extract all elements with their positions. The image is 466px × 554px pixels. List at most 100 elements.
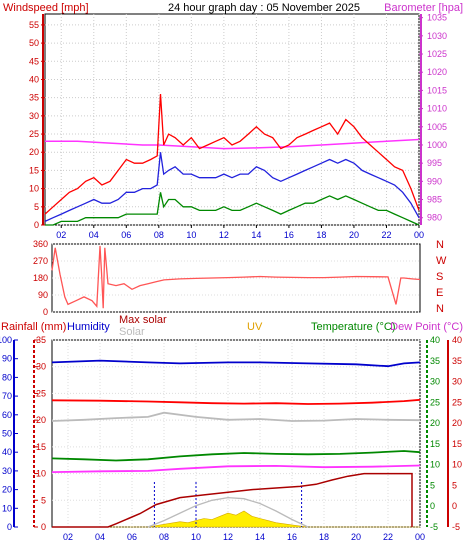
wind-right-tick-label: 1010: [427, 104, 447, 114]
wind-left-tick-label: 40: [29, 74, 39, 84]
wind-x-tick-label: 20: [349, 230, 359, 240]
wind-left-tick-label: 45: [29, 56, 39, 66]
direction-axis: 360 270 180 90 0: [33, 239, 48, 317]
rainfall-line: [52, 472, 413, 528]
temp-tick-label: 40: [430, 335, 440, 345]
direction-tick-label: 180: [33, 273, 48, 283]
temp-x-tick-label: 14: [255, 532, 265, 542]
compass-label: W: [436, 255, 447, 267]
direction-tick-label: 270: [33, 256, 48, 266]
direction-tick-label: 0: [43, 307, 48, 317]
uv-label: UV: [247, 321, 263, 333]
humidity-tick-label: 30: [2, 466, 12, 476]
wind-right-tick-label: 1035: [427, 13, 447, 23]
dewpoint-axis-title: Dew Point (°C): [390, 321, 463, 333]
dewpoint-tick-label: 25: [452, 397, 462, 407]
wind-right-tick-label: 985: [427, 195, 442, 205]
wind-left-tick-label: 55: [29, 20, 39, 30]
compass-label: S: [436, 271, 443, 283]
temperature-line: [51, 450, 421, 462]
wind-min-line: [45, 192, 420, 226]
humidity-axis-title: Humidity: [67, 321, 110, 333]
temp-tick-label: 10: [430, 460, 440, 470]
rain-tick-label: 20: [36, 415, 46, 425]
temp-tick-label: 30: [430, 377, 440, 387]
temp-panel: 010203040506070809010005101520253035-5-5…: [0, 335, 462, 542]
temp-plot-area: [51, 339, 421, 528]
wind-left-axis: 0 5 10 15 20 25 30 35 40 45 50 55: [29, 14, 45, 230]
humidity-tick-label: 60: [2, 410, 12, 420]
wind-right-tick-label: 1020: [427, 67, 447, 77]
rain-tick-label: 15: [36, 442, 46, 452]
dewpoint-tick-label: 10: [452, 460, 462, 470]
temp-axes: 010203040506070809010005101520253035-5-5…: [0, 335, 462, 532]
wind-left-tick-label: 5: [34, 202, 39, 212]
wind-x-tick-label: 02: [56, 230, 66, 240]
humidity-tick-label: 10: [2, 503, 12, 513]
humidity-tick-label: 100: [0, 335, 12, 345]
wind-right-tick-label: 980: [427, 213, 442, 223]
wind-x-tick-label: 04: [89, 230, 99, 240]
wind-avg-line: [44, 152, 420, 222]
temp-x-axis: 02 04 06 08 10 12 14 16 18 20 22 00: [63, 532, 425, 542]
temp-x-tick-label: 18: [319, 532, 329, 542]
temp-x-tick-label: 00: [415, 532, 425, 542]
wind-right-tick-label: 1025: [427, 49, 447, 59]
wind-right-tick-label: 990: [427, 176, 442, 186]
direction-line: [51, 245, 421, 309]
dewpoint-tick-label: -5: [452, 522, 460, 532]
wind-plot-area: [44, 13, 420, 226]
wind-right-axis: 980 985 990 995 1000 1005 1010 1015 1020 1025 1030…: [419, 13, 447, 225]
temp-x-tick-label: 10: [191, 532, 201, 542]
windspeed-axis-title: Windspeed [mph]: [3, 2, 89, 14]
dewpoint-tick-label: 20: [452, 418, 462, 428]
solar-line: [51, 411, 421, 422]
compass-label: E: [436, 287, 443, 299]
wind-left-tick-label: 15: [29, 165, 39, 175]
wind-x-tick-label: 10: [186, 230, 196, 240]
temp-tick-label: 0: [430, 501, 435, 511]
rain-tick-label: 10: [36, 469, 46, 479]
dewpoint-tick-label: 15: [452, 439, 462, 449]
direction-series: [51, 245, 421, 309]
temp-x-tick-label: 16: [287, 532, 297, 542]
temp-tick-label: 25: [430, 397, 440, 407]
humidity-tick-label: 90: [2, 354, 12, 364]
graph-title: 24 hour graph day : 05 November 2025: [168, 2, 360, 14]
wind-x-tick-label: 00: [414, 230, 424, 240]
wind-x-axis: 02 04 06 08 10 12 14 16 18 20 22 00: [56, 225, 424, 240]
humidity-tick-label: 50: [2, 429, 12, 439]
temp-series: [51, 359, 421, 528]
wind-right-tick-label: 1030: [427, 31, 447, 41]
wind-x-tick-label: 12: [219, 230, 229, 240]
barometer-line: [45, 138, 420, 150]
wind-x-tick-label: 14: [251, 230, 261, 240]
max-solar-label: Max solar: [119, 314, 167, 326]
dewpoint-tick-label: 0: [452, 501, 457, 511]
rain-tick-label: 25: [36, 388, 46, 398]
wind-left-tick-label: 30: [29, 111, 39, 121]
wind-x-tick-label: 06: [121, 230, 131, 240]
barometer-axis-title: Barometer [hpa]: [384, 2, 463, 14]
wind-right-tick-label: 1015: [427, 85, 447, 95]
uv-area: [52, 510, 420, 528]
temp-tick-label: -5: [430, 522, 438, 532]
rain-tick-label: 35: [36, 335, 46, 345]
wind-left-tick-label: 25: [29, 129, 39, 139]
wind-left-tick-label: 10: [29, 184, 39, 194]
humidity-tick-label: 0: [7, 522, 12, 532]
rainfall-axis-title: Rainfall (mm): [1, 321, 66, 333]
wind-left-tick-label: 0: [34, 220, 39, 230]
wind-right-tick-label: 1005: [427, 122, 447, 132]
humidity-tick-label: 20: [2, 485, 12, 495]
temp-x-tick-label: 06: [127, 532, 137, 542]
wind-x-tick-label: 22: [381, 230, 391, 240]
wind-right-tick-label: 1000: [427, 140, 447, 150]
wind-x-tick-label: 16: [284, 230, 294, 240]
humidity-tick-label: 70: [2, 391, 12, 401]
wind-gust-line: [44, 93, 420, 215]
dewpoint-tick-label: 40: [452, 335, 462, 345]
compass-label: N: [436, 303, 444, 315]
solar-label: Solar: [119, 326, 145, 338]
